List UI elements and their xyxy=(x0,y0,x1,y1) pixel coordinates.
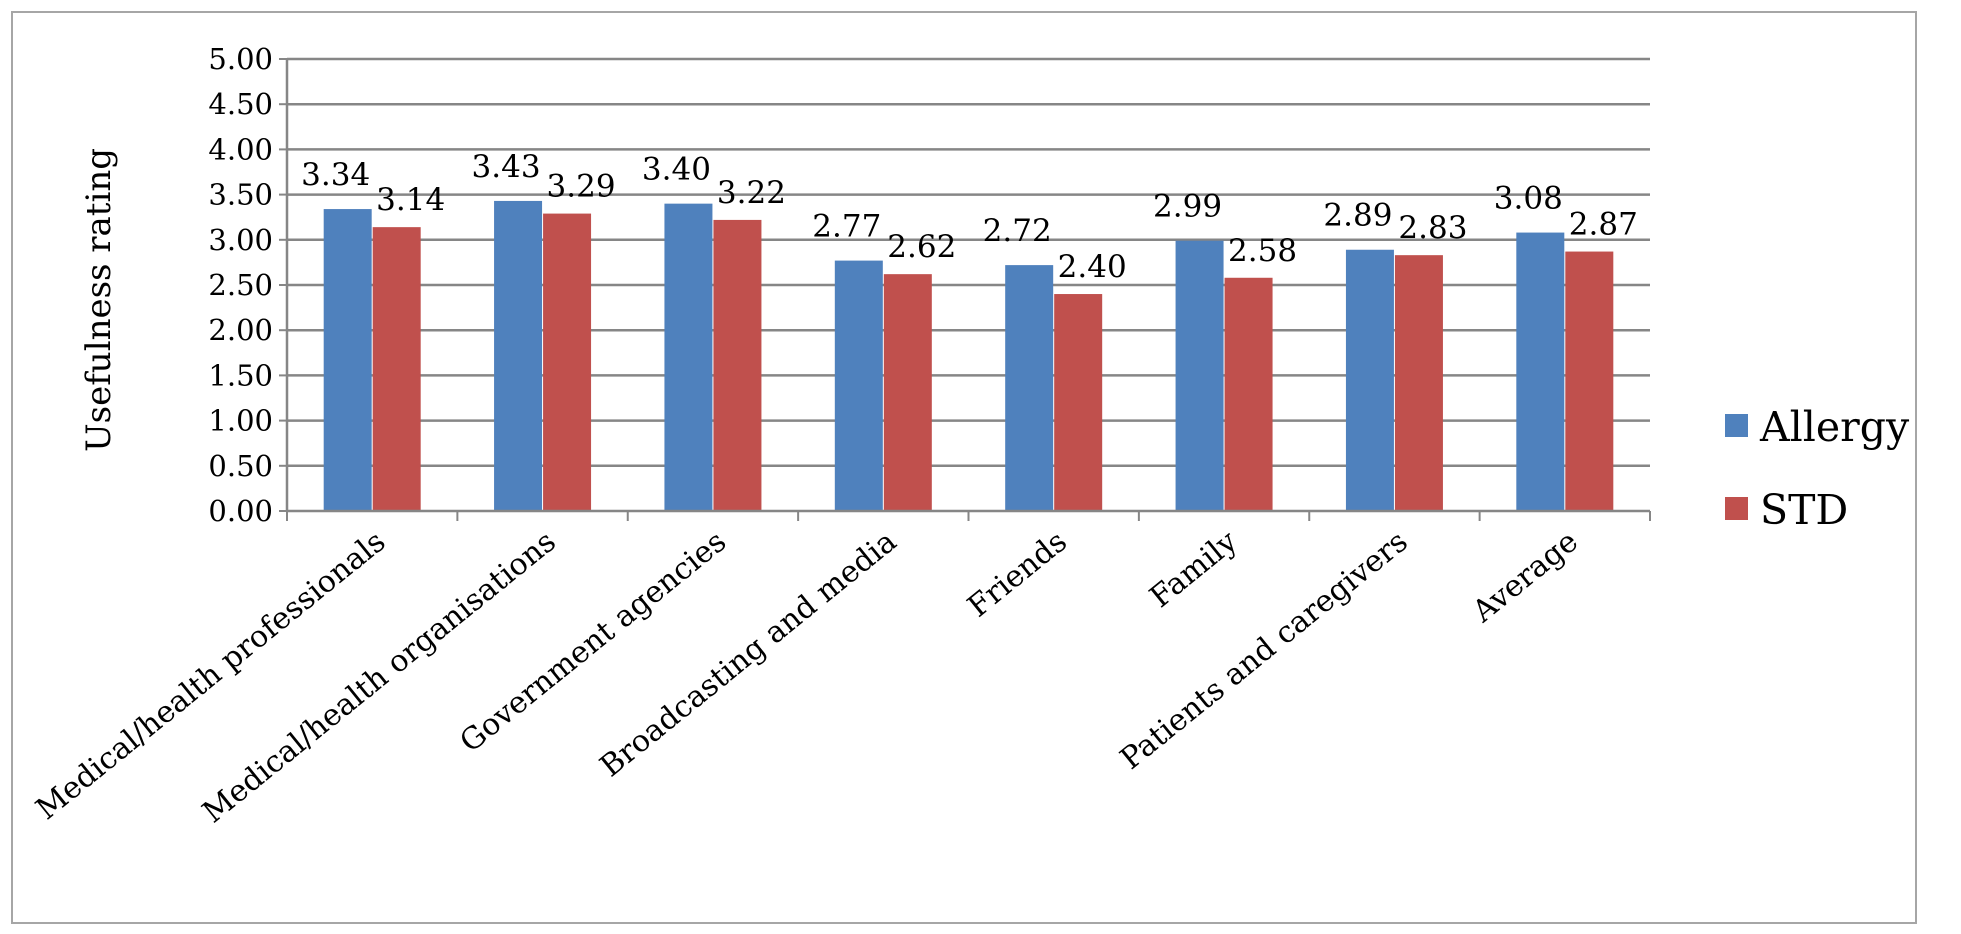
bars xyxy=(323,200,1614,512)
category-label: Broadcasting and media xyxy=(594,524,904,784)
category-label: Friends xyxy=(961,524,1074,624)
y-tick-label: 1.00 xyxy=(208,404,273,438)
bar-allergy xyxy=(664,203,713,511)
y-tick-label: 4.00 xyxy=(208,132,273,166)
data-label-std: 2.40 xyxy=(1058,249,1127,285)
data-label-std: 2.87 xyxy=(1569,207,1638,243)
data-label-allergy: 3.40 xyxy=(642,152,711,188)
y-tick-label: 0.50 xyxy=(208,449,273,483)
bar-allergy xyxy=(494,200,543,512)
bar-allergy xyxy=(1005,265,1054,511)
bar-std xyxy=(713,219,762,512)
data-label-std: 2.58 xyxy=(1228,233,1297,269)
data-label-allergy: 2.89 xyxy=(1323,198,1392,234)
legend-label-std: STD xyxy=(1760,486,1848,534)
category-label: Medical/health professionals xyxy=(30,524,393,827)
data-label-std: 3.29 xyxy=(547,169,616,205)
bar-allergy xyxy=(1345,249,1394,511)
axes xyxy=(279,58,1651,521)
bar-std xyxy=(883,274,932,511)
data-label-allergy: 3.34 xyxy=(301,157,370,193)
data-label-std: 2.62 xyxy=(887,229,956,265)
data-labels: 3.343.14 3.433.29 3.403.22 2.772.62 2.722.40… xyxy=(301,149,1638,285)
data-label-allergy: 2.72 xyxy=(983,213,1052,249)
legend-swatch-std xyxy=(1725,497,1748,520)
data-label-std: 2.83 xyxy=(1398,210,1467,246)
y-tick-label: 5.00 xyxy=(208,42,273,76)
gridlines xyxy=(287,57,1650,468)
y-tick-label: 1.50 xyxy=(208,358,273,392)
legend-swatch-allergy xyxy=(1725,414,1748,437)
y-tick-label: 4.50 xyxy=(208,87,273,121)
bar-std xyxy=(1054,294,1103,511)
bar-std xyxy=(543,213,592,512)
legend-label-allergy: Allergy xyxy=(1759,403,1910,451)
y-tick-label: 3.00 xyxy=(208,223,273,257)
legend: Allergy STD xyxy=(1725,403,1910,534)
bar-std xyxy=(372,227,421,512)
bar-std xyxy=(1565,251,1614,511)
category-label: Patients and caregivers xyxy=(1114,524,1415,777)
y-axis-title: Usefulness rating xyxy=(79,148,119,452)
data-label-std: 3.14 xyxy=(376,182,445,218)
category-labels: Medical/health professionalsMedical/heal… xyxy=(30,524,1585,830)
bar-allergy xyxy=(834,260,883,511)
y-tick-label: 2.00 xyxy=(208,313,273,347)
bar-std xyxy=(1394,255,1443,511)
bar-std xyxy=(1224,277,1273,511)
data-label-allergy: 2.99 xyxy=(1153,189,1222,225)
bar-allergy xyxy=(1516,232,1565,511)
bar-allergy xyxy=(323,209,372,511)
data-label-std: 3.22 xyxy=(717,175,786,211)
data-label-allergy: 2.77 xyxy=(812,209,881,245)
y-tick-label: 3.50 xyxy=(208,178,273,212)
category-label: Family xyxy=(1143,524,1244,615)
y-tick-label: 2.50 xyxy=(208,268,273,302)
category-label: Medical/health organisations xyxy=(196,524,562,830)
y-tick-label: 0.00 xyxy=(208,494,273,528)
y-tick-labels: 0.00 0.50 1.00 1.50 2.00 2.50 3.00 3.50 4.00 4.50… xyxy=(208,42,273,528)
category-label: Average xyxy=(1465,524,1584,630)
data-label-allergy: 3.43 xyxy=(472,149,541,185)
bar-allergy xyxy=(1175,240,1224,512)
data-label-allergy: 3.08 xyxy=(1494,181,1563,217)
